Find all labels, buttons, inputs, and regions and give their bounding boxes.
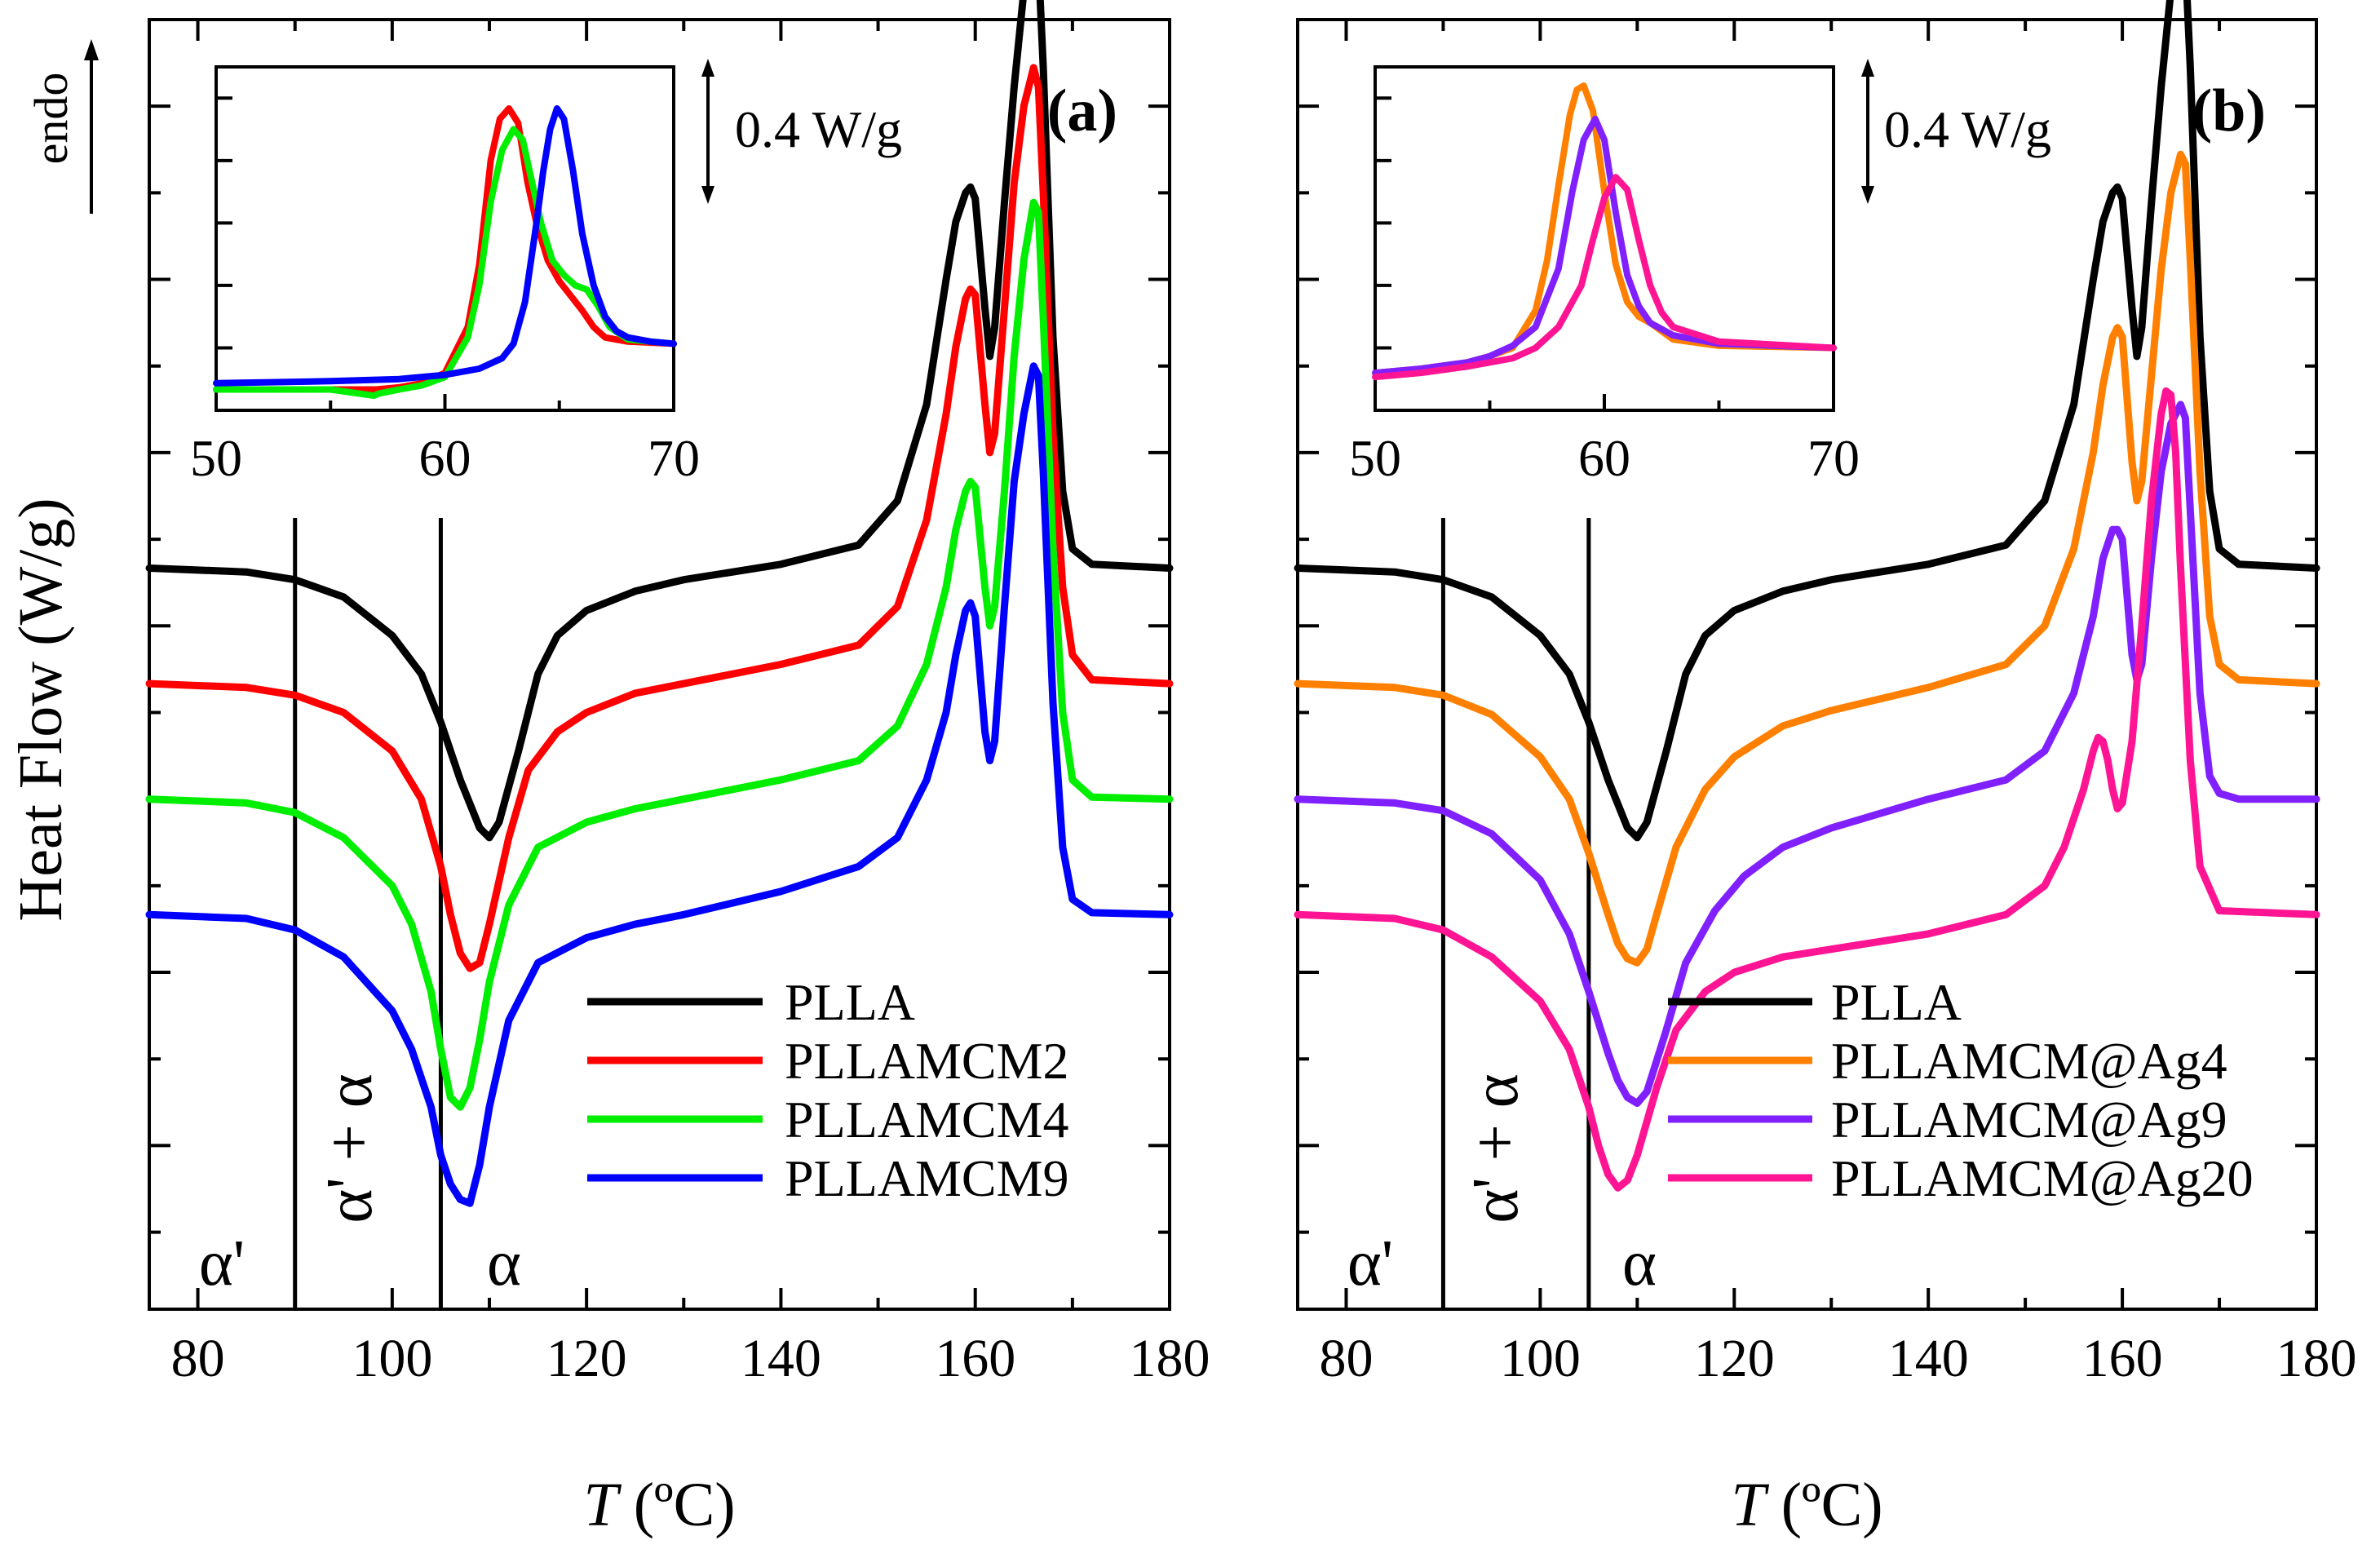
series-line-pllamcm2 <box>145 64 1174 972</box>
x-axis-label-variable: T <box>583 1471 622 1539</box>
x-axis-label: T (ºC) <box>583 1471 735 1539</box>
inset-x-tick-label: 70 <box>648 429 700 487</box>
legend-entry-label: PLLA <box>1831 973 1962 1031</box>
scale-bar-arrow-down <box>701 186 714 204</box>
inset-x-tick-label: 60 <box>419 429 471 487</box>
legend-entry-label: PLLAMCM@Ag20 <box>1831 1149 2254 1207</box>
x-tick-label: 160 <box>2082 1329 2163 1388</box>
x-tick-label: 120 <box>1694 1329 1775 1388</box>
scale-bar-arrow-down <box>1861 186 1874 204</box>
plot-frame <box>148 18 1171 1311</box>
x-tick-label: 180 <box>1130 1329 1210 1388</box>
region-label-mixed: α' + α <box>314 1073 386 1223</box>
legend-entry-label: PLLAMCM4 <box>785 1091 1069 1148</box>
series-line-pllamcm-ag9 <box>1294 401 2320 1107</box>
inset-frame <box>1374 65 1835 412</box>
legend-entry-label: PLLAMCM9 <box>785 1149 1069 1207</box>
series-line-plla <box>145 0 1174 842</box>
y-axis-label: Heat Flow (W/g) <box>7 498 75 921</box>
legend-entry-label: PLLA <box>785 973 915 1031</box>
series-line-pllamcm9 <box>145 362 1174 1207</box>
panel-tag: (b) <box>2192 77 2266 144</box>
legend-entry-label: PLLAMCM@Ag4 <box>1831 1032 2227 1090</box>
inset-x-tick-label: 70 <box>1807 429 1860 487</box>
x-tick-label: 140 <box>1888 1329 1969 1388</box>
inset-x-tick-label: 50 <box>190 429 242 487</box>
region-label-alpha: α <box>1622 1228 1657 1299</box>
x-tick-label: 160 <box>935 1329 1015 1388</box>
inset-chart: 50 60 70 <box>190 65 700 487</box>
endo-arrow-head <box>84 39 99 60</box>
series-line-pllamcm-ag20 <box>1294 387 2320 1192</box>
inset-frame <box>215 65 675 412</box>
region-label-alpha: α <box>487 1228 521 1299</box>
scale-bar-arrow-up <box>701 59 714 77</box>
inset-series-line-pllamcm9 <box>213 105 677 387</box>
inset-series-line-pllamcm-ag9 <box>1372 115 1837 377</box>
inset-series-line-pllamcm-ag20 <box>1372 174 1837 381</box>
inset-x-tick-label: 60 <box>1578 429 1630 487</box>
inset-scale-bar: 0.4 W/g <box>701 59 902 204</box>
x-tick-label: 100 <box>1500 1329 1581 1388</box>
x-axis-label-variable: T <box>1731 1471 1769 1539</box>
series-line-plla <box>1294 0 2320 842</box>
legend-entry-label: PLLAMCM@Ag9 <box>1831 1091 2227 1148</box>
x-axis-ticks: 80 100 120 140 160 180 <box>171 20 1210 1388</box>
x-axis-label: T (ºC) <box>1731 1471 1882 1539</box>
endo-label: endo <box>24 73 77 165</box>
x-tick-label: 80 <box>171 1329 225 1388</box>
scale-bar-label: 0.4 W/g <box>1884 100 2051 158</box>
inset-chart: 50 60 70 <box>1349 65 1860 487</box>
legend-entry-label: PLLAMCM2 <box>785 1032 1069 1090</box>
scale-bar-label: 0.4 W/g <box>735 100 902 158</box>
x-axis-label-unit: (ºC) <box>1766 1471 1883 1539</box>
x-axis-ticks: 80 100 120 140 160 180 <box>1319 20 2357 1388</box>
inset-scale-bar: 0.4 W/g <box>1861 59 2051 204</box>
series-line-pllamcm4 <box>145 198 1174 1111</box>
x-axis-label-unit: (ºC) <box>618 1471 736 1539</box>
region-label-mixed: α' + α <box>1460 1073 1532 1223</box>
inset-x-tick-label: 50 <box>1349 429 1401 487</box>
region-label-alpha-prime: α' <box>199 1228 245 1299</box>
x-tick-label: 120 <box>546 1329 627 1388</box>
panel-tag: (a) <box>1047 77 1117 144</box>
x-tick-label: 100 <box>352 1329 432 1388</box>
series-line-pllamcm-ag4 <box>1294 150 2320 967</box>
endo-indicator: endo <box>24 39 99 214</box>
region-label-alpha-prime: α' <box>1347 1228 1393 1299</box>
scale-bar-arrow-up <box>1861 59 1874 77</box>
x-tick-label: 180 <box>2276 1329 2357 1388</box>
inset-series-line-pllamcm4 <box>213 126 677 400</box>
x-tick-label: 80 <box>1319 1329 1373 1388</box>
x-tick-label: 140 <box>741 1329 821 1388</box>
plot-frame <box>1296 18 2318 1311</box>
